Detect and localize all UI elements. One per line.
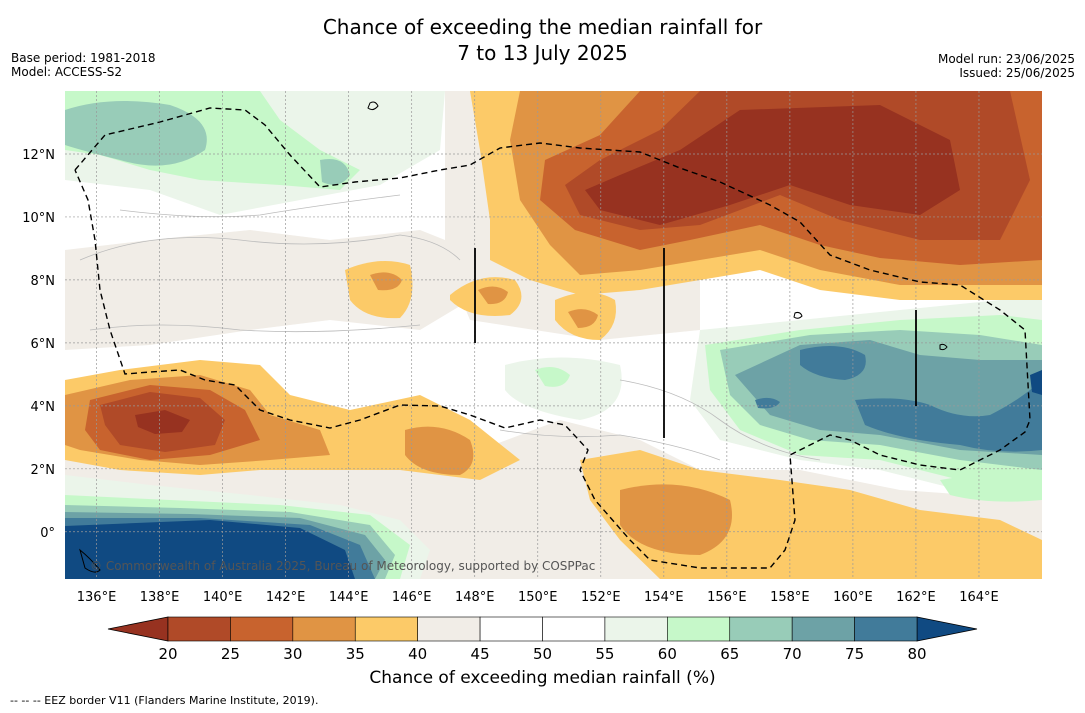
lon-tick-label: 142°E bbox=[266, 590, 306, 605]
island-3 bbox=[79, 548, 101, 573]
island-1 bbox=[367, 101, 379, 111]
model-label: Model: ACCESS-S2 bbox=[11, 65, 123, 79]
field-55-60-south-east bbox=[940, 470, 1042, 502]
issued-label: Issued: 25/06/2025 bbox=[959, 66, 1075, 80]
lon-tick-label: 162°E bbox=[896, 590, 936, 605]
islands bbox=[79, 101, 948, 573]
colorbar-title: Chance of exceeding median rainfall (%) bbox=[369, 668, 716, 688]
map-fields bbox=[65, 91, 1042, 579]
colorbar-tick-label: 25 bbox=[221, 645, 240, 663]
colorbar-tick-label: 50 bbox=[533, 645, 552, 663]
colorbar-tick-label: 45 bbox=[471, 645, 490, 663]
footnote: -- -- -- EEZ border V11 (Flanders Marine… bbox=[10, 694, 319, 707]
colorbar-swatch-35 bbox=[354, 616, 418, 642]
lat-tick-label: 12°N bbox=[22, 148, 55, 163]
field-below-20-northeast bbox=[585, 105, 960, 225]
eez-border-fsm bbox=[74, 107, 1031, 569]
lat-tick-label: 10°N bbox=[22, 211, 55, 226]
colorbar-tick-label: 75 bbox=[845, 645, 864, 663]
lat-tick-label: 6°N bbox=[31, 337, 56, 352]
colorbar-swatch-40 bbox=[417, 616, 481, 642]
colorbar-swatch-75 bbox=[854, 616, 918, 642]
colorbar-tick-label: 60 bbox=[658, 645, 677, 663]
colorbar-tick-label: 30 bbox=[283, 645, 302, 663]
field-30-35-south-central-b bbox=[620, 484, 732, 555]
lon-tick-label: 138°E bbox=[140, 590, 180, 605]
colorbar-tick-label: 20 bbox=[158, 645, 177, 663]
field-40-45-west bbox=[65, 230, 470, 350]
field-above-80-southwest bbox=[65, 520, 355, 579]
field-30-35-center-a bbox=[478, 286, 508, 305]
colorbar-swatch-30 bbox=[292, 616, 356, 642]
lon-tick-label: 158°E bbox=[770, 590, 810, 605]
lon-tick-label: 152°E bbox=[581, 590, 621, 605]
colorbar-swatch-50 bbox=[542, 616, 606, 642]
colorbar-swatch-45 bbox=[479, 616, 543, 642]
colorbar-swatch-60 bbox=[667, 616, 731, 642]
lat-tick-labels: 0° 2°N 4°N 6°N 8°N 10°N 12°N bbox=[22, 148, 55, 541]
lon-tick-labels: 136°E 138°E 140°E 142°E 144°E 146°E 148°E 150°E… bbox=[77, 590, 999, 605]
colorbar-tick-label: 65 bbox=[720, 645, 739, 663]
field-55-60-center-south bbox=[505, 357, 622, 420]
colorbar-tick-label: 80 bbox=[907, 645, 926, 663]
lat-tick-label: 4°N bbox=[31, 400, 56, 415]
field-30-35-center-c bbox=[568, 309, 598, 328]
colorbar-swatch-20 bbox=[167, 616, 231, 642]
lon-tick-label: 150°E bbox=[518, 590, 558, 605]
copyright-text: © Commonwealth of Australia 2025, Bureau… bbox=[90, 559, 595, 573]
lat-tick-label: 2°N bbox=[31, 463, 56, 478]
colorbar-swatch-65 bbox=[729, 616, 793, 642]
colorbar-over-arrow bbox=[916, 616, 978, 642]
island-2 bbox=[793, 311, 803, 319]
vertical-markers bbox=[474, 248, 917, 438]
lon-tick-label: 148°E bbox=[455, 590, 495, 605]
lat-tick-label: 0° bbox=[40, 526, 55, 541]
title-line-1: Chance of exceeding the median rainfall … bbox=[322, 15, 763, 39]
lon-tick-label: 136°E bbox=[77, 590, 117, 605]
colorbar-under-arrow bbox=[107, 616, 169, 642]
lon-tick-label: 154°E bbox=[644, 590, 684, 605]
title-line-2: 7 to 13 July 2025 bbox=[457, 41, 628, 65]
lon-tick-label: 164°E bbox=[959, 590, 999, 605]
lon-tick-label: 140°E bbox=[203, 590, 243, 605]
colorbar-tick-label: 40 bbox=[408, 645, 427, 663]
field-above-80-east bbox=[1030, 370, 1042, 395]
field-75-80-east bbox=[755, 346, 1042, 452]
model-run-label: Model run: 23/06/2025 bbox=[937, 52, 1075, 66]
base-period-label: Base period: 1981-2018 bbox=[11, 51, 156, 65]
meta-left: Base period: 1981-2018 Model: ACCESS-S2 bbox=[11, 51, 156, 79]
lon-tick-label: 160°E bbox=[833, 590, 873, 605]
lon-tick-label: 146°E bbox=[392, 590, 432, 605]
field-65-70-northwest-a bbox=[65, 101, 207, 166]
colorbar-swatch-70 bbox=[791, 616, 855, 642]
lat-tick-label: 8°N bbox=[31, 274, 56, 289]
meta-right: Model run: 23/06/2025 Issued: 25/06/2025 bbox=[938, 52, 1075, 80]
field-below-20-southwest bbox=[135, 410, 190, 434]
field-30-35-center-b bbox=[370, 272, 402, 291]
colorbar-swatch-25 bbox=[230, 616, 294, 642]
colorbar-swatch-55 bbox=[604, 616, 668, 642]
colorbar-tick-label: 70 bbox=[783, 645, 802, 663]
colorbar-tick-label: 55 bbox=[595, 645, 614, 663]
field-30-35-south-central bbox=[405, 426, 474, 475]
field-60-65-center-south bbox=[535, 366, 570, 387]
eez-border bbox=[74, 107, 1031, 569]
colorbar-tick-label: 35 bbox=[346, 645, 365, 663]
chart-title: Chance of exceeding the median rainfall … bbox=[0, 14, 1085, 66]
lon-tick-label: 156°E bbox=[707, 590, 747, 605]
colorbar: 20 25 30 35 40 45 50 55 60 65 70 75 80 bbox=[107, 616, 978, 663]
contour-lines bbox=[79, 194, 821, 461]
island-4 bbox=[939, 343, 948, 351]
lon-tick-label: 144°E bbox=[329, 590, 369, 605]
field-65-70-northwest-b bbox=[320, 159, 350, 185]
